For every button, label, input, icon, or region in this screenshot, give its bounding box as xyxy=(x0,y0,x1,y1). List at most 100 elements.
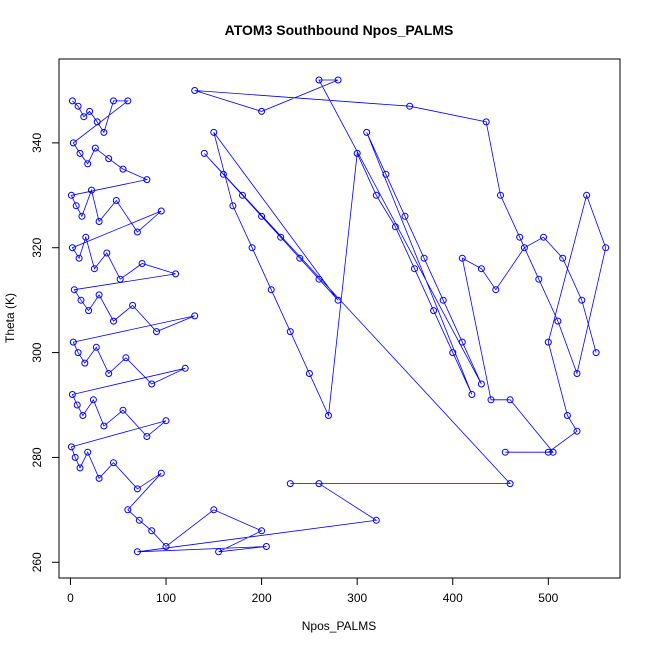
data-point xyxy=(544,338,552,346)
data-point xyxy=(157,469,165,477)
data-point xyxy=(95,474,103,482)
data-point xyxy=(497,191,504,199)
data-point xyxy=(262,543,270,550)
data-point xyxy=(439,296,447,304)
data-point xyxy=(95,218,103,225)
data-point xyxy=(89,396,97,404)
data-point xyxy=(516,233,524,241)
data-point xyxy=(277,233,285,241)
data-point xyxy=(315,275,323,283)
data-point xyxy=(88,186,95,194)
data-point xyxy=(372,191,380,199)
data-point xyxy=(372,516,380,524)
data-point xyxy=(82,233,90,241)
data-point xyxy=(70,286,78,294)
data-point xyxy=(68,391,76,398)
data-point xyxy=(143,433,151,440)
data-point xyxy=(239,191,246,199)
data-point xyxy=(401,212,409,220)
data-point xyxy=(219,170,227,178)
data-point xyxy=(363,128,371,136)
data-point xyxy=(411,265,418,273)
data-point xyxy=(191,312,199,320)
data-point xyxy=(449,349,457,357)
data-point xyxy=(315,76,323,84)
data-point xyxy=(406,102,414,110)
data-point xyxy=(559,254,567,262)
data-point xyxy=(286,328,294,336)
data-point xyxy=(84,160,92,168)
data-point xyxy=(592,349,600,357)
series-line xyxy=(70,79,607,553)
data-point xyxy=(477,380,485,388)
data-point xyxy=(191,87,199,94)
data-point xyxy=(540,233,547,241)
plot-area xyxy=(67,76,610,556)
data-point xyxy=(286,480,294,488)
data-point xyxy=(68,97,76,105)
x-tick-label: 300 xyxy=(347,591,367,605)
data-point xyxy=(148,380,156,388)
data-point xyxy=(258,212,266,220)
data-point xyxy=(296,254,304,262)
data-point xyxy=(95,291,103,299)
x-axis-label: Npos_PALMS xyxy=(302,619,376,633)
data-point xyxy=(563,412,571,419)
data-point xyxy=(103,249,111,257)
data-point xyxy=(69,139,77,147)
data-point xyxy=(215,548,223,556)
data-point xyxy=(84,448,92,456)
data-point xyxy=(74,349,82,357)
data-point xyxy=(468,391,476,398)
data-point xyxy=(91,144,99,152)
data-point xyxy=(487,396,495,404)
data-point xyxy=(506,480,514,488)
data-point xyxy=(79,412,87,419)
x-tick-label: 100 xyxy=(156,591,176,605)
data-point xyxy=(110,459,117,467)
data-point xyxy=(492,286,500,294)
data-point xyxy=(229,202,237,210)
data-point xyxy=(267,286,275,294)
data-point xyxy=(535,275,543,283)
data-point xyxy=(501,448,509,456)
x-tick-label: 0 xyxy=(67,591,74,605)
data-point xyxy=(110,317,117,325)
data-point xyxy=(80,113,88,121)
y-axis-label: Theta (K) xyxy=(3,293,17,343)
data-point xyxy=(391,223,399,231)
data-point xyxy=(92,343,100,351)
data-point xyxy=(162,543,170,550)
x-tick-label: 400 xyxy=(443,591,463,605)
data-point xyxy=(200,149,208,157)
y-tick-label: 320 xyxy=(30,237,44,257)
y-tick-label: 340 xyxy=(30,133,44,153)
data-point xyxy=(353,149,361,157)
data-point xyxy=(90,265,98,273)
y-axis: 260 280 300 320 340 xyxy=(30,133,60,572)
data-point xyxy=(133,485,141,493)
data-point xyxy=(210,128,218,136)
data-point xyxy=(100,128,108,136)
data-point xyxy=(67,191,75,199)
data-point xyxy=(73,401,81,409)
data-point xyxy=(116,275,124,283)
data-point xyxy=(85,307,93,315)
data-point xyxy=(172,270,180,278)
data-point xyxy=(133,228,141,236)
data-point xyxy=(157,207,165,215)
data-point xyxy=(133,548,141,556)
data-point xyxy=(148,527,156,535)
data-point xyxy=(305,370,313,377)
data-point xyxy=(482,118,490,126)
data-point xyxy=(325,412,332,419)
data-point xyxy=(573,427,581,435)
data-point xyxy=(93,118,101,126)
data-point xyxy=(583,191,591,199)
data-point xyxy=(68,244,76,252)
x-tick-label: 200 xyxy=(252,591,272,605)
data-point xyxy=(78,212,86,220)
data-point xyxy=(315,480,323,488)
data-point xyxy=(75,254,83,262)
